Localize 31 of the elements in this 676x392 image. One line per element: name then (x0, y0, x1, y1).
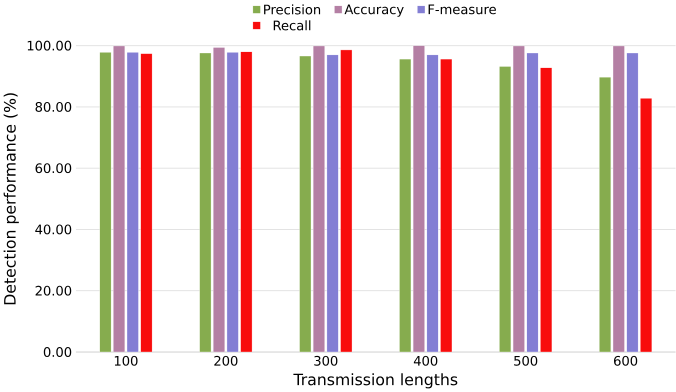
bar (126, 52, 139, 352)
bar (626, 52, 638, 352)
y-tick-label: 100.00 (28, 40, 72, 51)
y-tick-label: 40.00 (35, 224, 72, 234)
y-tick-label: 20.00 (36, 286, 72, 296)
bar (99, 52, 112, 352)
x-tick-label: 600 (614, 356, 638, 366)
legend-label: Accuracy (344, 4, 404, 17)
bar (426, 54, 438, 352)
y-axis-title: Detection performance (%) (4, 93, 19, 304)
x-axis-title: Transmission lengths (293, 373, 458, 388)
bar (199, 52, 212, 352)
legend-label: F-measure (428, 4, 496, 14)
x-tick-label: 400 (414, 356, 438, 366)
bar (326, 54, 339, 352)
x-tick-label: 100 (114, 356, 138, 366)
bar (226, 52, 239, 352)
bar (240, 52, 252, 352)
bar (526, 52, 538, 352)
y-tick-label: 80.00 (36, 102, 72, 112)
legend-label: Recall (274, 20, 310, 30)
bar (299, 56, 312, 352)
x-tick-label: 300 (314, 356, 338, 366)
y-tick-label: 60.00 (36, 163, 72, 174)
bar (499, 66, 512, 352)
bar (399, 58, 412, 352)
x-tick-label: 500 (514, 356, 538, 366)
legend-label: Precision (264, 4, 320, 14)
bar (599, 76, 611, 352)
x-tick-label: 200 (214, 356, 238, 366)
y-tick-label: 0.00 (44, 347, 72, 357)
